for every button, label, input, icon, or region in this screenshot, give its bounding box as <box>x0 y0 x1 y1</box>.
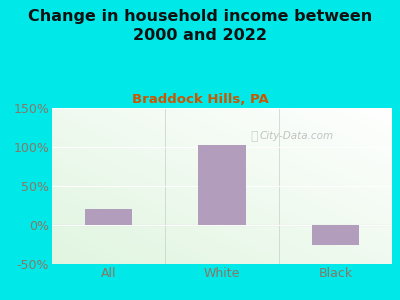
Text: ⓘ: ⓘ <box>250 130 258 142</box>
Text: Change in household income between
2000 and 2022: Change in household income between 2000 … <box>28 9 372 43</box>
Text: City-Data.com: City-Data.com <box>260 131 334 141</box>
Text: Braddock Hills, PA: Braddock Hills, PA <box>132 93 268 106</box>
Bar <box>312 225 359 244</box>
Bar <box>198 146 246 225</box>
Bar <box>85 209 132 225</box>
